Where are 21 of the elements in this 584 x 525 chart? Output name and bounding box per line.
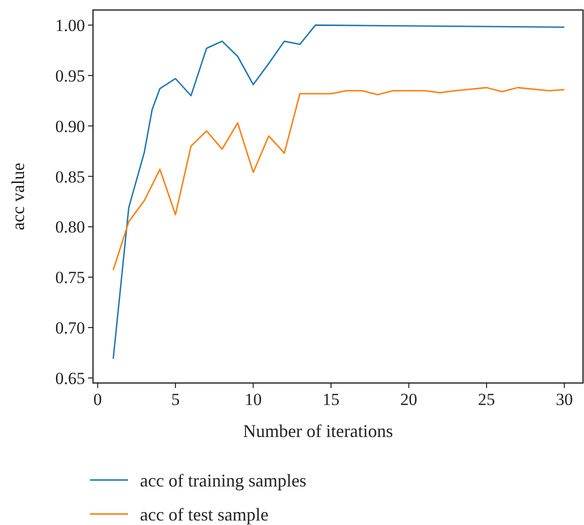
x-tick-label: 0 bbox=[93, 390, 102, 409]
x-tick-label: 25 bbox=[478, 390, 496, 409]
y-tick-label: 0.85 bbox=[55, 167, 85, 186]
y-tick-label: 1.00 bbox=[55, 16, 85, 36]
legend-label: acc of training samples bbox=[140, 470, 306, 490]
y-axis-title: acc value bbox=[8, 162, 28, 230]
x-tick-label: 10 bbox=[244, 390, 262, 409]
y-tick-label: 0.95 bbox=[55, 66, 85, 86]
x-tick-label: 30 bbox=[556, 390, 573, 409]
y-tick-label: 0.65 bbox=[55, 368, 85, 388]
line-series bbox=[112, 24, 566, 360]
x-tick-label: 5 bbox=[171, 390, 180, 409]
x-axis-title: Number of iterations bbox=[243, 421, 393, 441]
legend-label: acc of test sample bbox=[140, 504, 268, 524]
x-tick-label: 20 bbox=[400, 390, 418, 409]
x-tick-label: 15 bbox=[322, 390, 340, 409]
y-tick-label: 0.90 bbox=[55, 116, 85, 136]
line-series bbox=[112, 86, 566, 271]
y-tick-label: 0.80 bbox=[55, 218, 85, 237]
y-tick-label: 0.75 bbox=[55, 268, 85, 288]
y-tick-label: 0.70 bbox=[55, 318, 85, 338]
